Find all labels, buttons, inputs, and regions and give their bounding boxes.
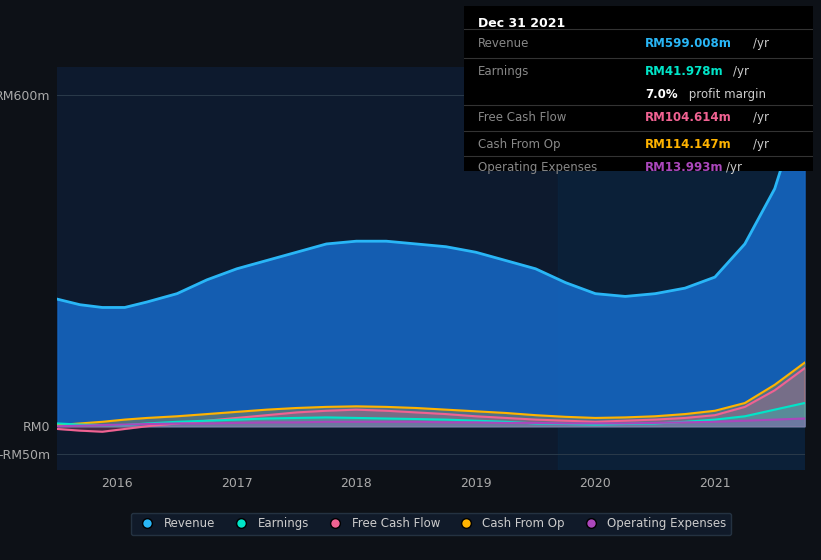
Text: profit margin: profit margin [686,88,767,101]
Bar [558,67,805,470]
Text: RM114.147m: RM114.147m [645,138,732,151]
Text: /yr: /yr [754,138,769,151]
Text: Revenue: Revenue [478,37,530,50]
Text: RM599.008m: RM599.008m [645,37,732,50]
Text: Operating Expenses: Operating Expenses [478,161,597,174]
Text: 7.0%: 7.0% [645,88,678,101]
Text: /yr: /yr [754,37,769,50]
Text: RM13.993m: RM13.993m [645,161,724,174]
Text: RM104.614m: RM104.614m [645,111,732,124]
Text: /yr: /yr [732,65,749,78]
Text: /yr: /yr [726,161,741,174]
Text: Cash From Op: Cash From Op [478,138,560,151]
Text: Free Cash Flow: Free Cash Flow [478,111,566,124]
Text: Dec 31 2021: Dec 31 2021 [478,17,565,30]
Legend: Revenue, Earnings, Free Cash Flow, Cash From Op, Operating Expenses: Revenue, Earnings, Free Cash Flow, Cash … [131,512,732,535]
Text: RM41.978m: RM41.978m [645,65,724,78]
Text: Earnings: Earnings [478,65,530,78]
Text: /yr: /yr [754,111,769,124]
